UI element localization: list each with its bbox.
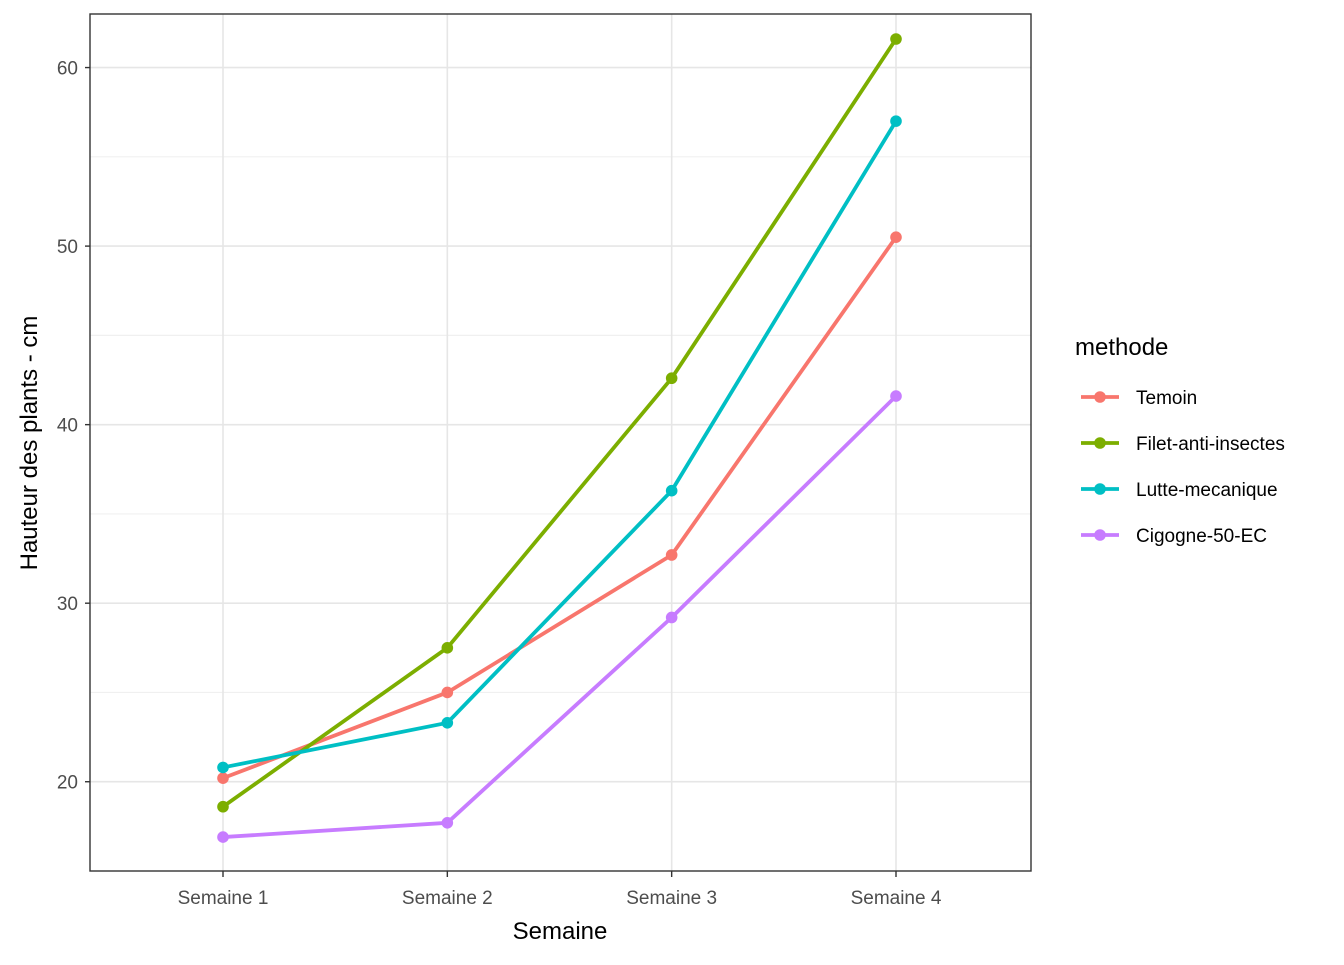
legend-title: methode: [1075, 334, 1168, 361]
y-tick-label: 30: [57, 594, 78, 615]
data-point-filet-anti-insectes: [441, 642, 454, 654]
data-point-lutte-mecanique: [665, 484, 678, 497]
data-point-cigogne-50-ec: [890, 390, 902, 402]
data-point-filet-anti-insectes: [217, 800, 229, 813]
data-point-cigogne-50-ec: [217, 831, 229, 843]
y-axis-title: Hauteur des plants - cm: [16, 316, 43, 571]
x-axis-title: Semaine: [513, 918, 608, 945]
series-line-cigogne-50-ec: [222, 394, 898, 839]
data-point-temoin: [890, 231, 902, 243]
series-line-lutte-mecanique: [222, 120, 898, 770]
data-point-filet-anti-insectes: [665, 372, 678, 385]
data-point-temoin: [665, 549, 678, 561]
data-point-temoin: [441, 686, 454, 699]
plot-border: [89, 13, 1032, 872]
x-tick-label: Semaine 4: [851, 888, 942, 909]
data-point-cigogne-50-ec: [441, 816, 454, 829]
data-point-temoin: [217, 772, 229, 784]
legend-label-cigogne-50-ec: Cigogne-50-EC: [1136, 526, 1267, 547]
legend-label-lutte-mecanique: Lutte-mecanique: [1136, 480, 1278, 501]
legend-key-point-filet-anti-insectes: [1094, 437, 1106, 449]
y-tick-label: 20: [57, 773, 78, 794]
legend-label-temoin: Temoin: [1136, 388, 1197, 409]
series-line-temoin: [222, 236, 898, 780]
legend-key-point-lutte-mecanique: [1094, 483, 1106, 495]
y-tick-label: 40: [57, 416, 78, 437]
data-point-lutte-mecanique: [217, 761, 229, 774]
legend-key-point-cigogne-50-ec: [1094, 529, 1106, 541]
x-tick-label: Semaine 2: [402, 888, 493, 909]
plot-area: [90, 14, 1031, 871]
data-point-lutte-mecanique: [441, 717, 454, 729]
plot-background: [90, 14, 1031, 871]
data-point-filet-anti-insectes: [890, 33, 902, 45]
legend-key-point-temoin: [1094, 391, 1106, 403]
axes: 20 30 40 50 60 Semaine 1 Semaine 2 Semaine 3 Sem…: [57, 13, 1032, 909]
x-tick-label: Semaine 3: [626, 888, 717, 909]
series-line-filet-anti-insectes: [221, 37, 898, 809]
y-tick-label: 60: [57, 59, 78, 80]
data-point-cigogne-50-ec: [665, 611, 678, 624]
y-tick-label: 50: [57, 237, 78, 258]
legend: methode Temoin Filet-anti-insectes Lutte-m…: [1075, 334, 1285, 547]
x-tick-label: Semaine 1: [178, 888, 269, 909]
legend-label-filet-anti-insectes: Filet-anti-insectes: [1136, 434, 1285, 455]
data-point-lutte-mecanique: [890, 115, 902, 127]
